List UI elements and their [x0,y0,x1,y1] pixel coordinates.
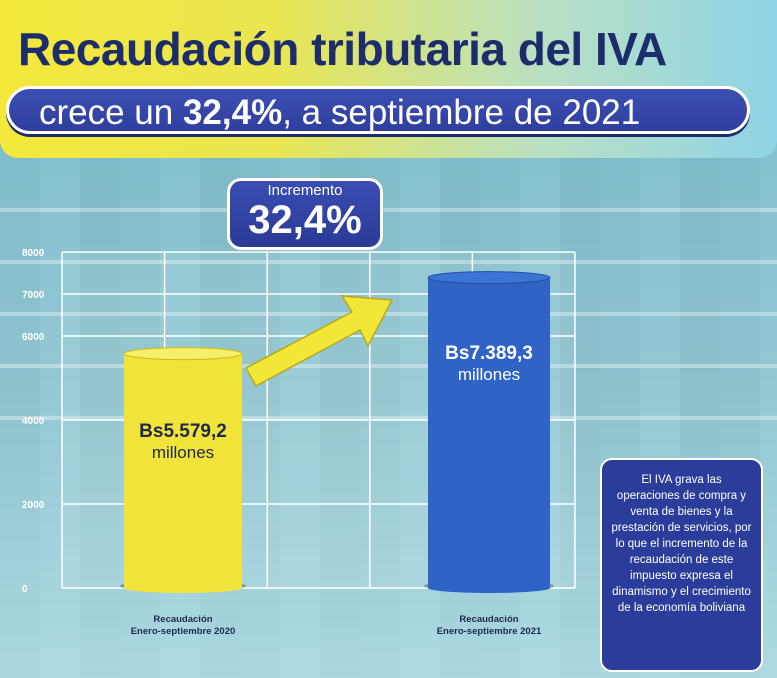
y-tick-label: 8000 [22,248,45,259]
category-label-line: Enero-septiembre 2020 [130,626,236,637]
y-tick-label: 2000 [22,500,45,511]
arrow-shape [244,295,394,388]
subtitle-pre: crece un [39,93,183,132]
bar-top [427,271,551,285]
growth-arrow-icon [244,295,394,388]
page-title: Recaudación tributaria del IVA [18,23,667,75]
bar-base [428,583,550,593]
subtitle-pill: crece un 32,4%, a septiembre de 2021 [6,86,750,134]
category-label-line: Recaudación [153,614,213,625]
increment-badge: Incremento 32,4% [227,178,383,250]
bar-amount: Bs7.389,3 [445,342,533,364]
y-tick-label: 4000 [22,416,45,427]
header-band: Recaudación tributaria del IVA crece un … [0,0,777,158]
bar-value-label: Bs5.579,2 millones [103,421,263,463]
y-axis-ticks: 0 2000 4000 6000 7000 8000 [22,248,45,595]
y-tick-label: 6000 [22,332,45,343]
bar-amount: Bs5.579,2 [139,420,227,442]
category-label-line: Recaudación [459,614,519,625]
bar-base [124,583,242,593]
bar-unit: millones [457,364,521,384]
subtitle-post: , a septiembre de 2021 [282,93,641,132]
bar-unit: millones [151,442,215,462]
bar-0 [124,353,242,588]
increment-value: 32,4% [248,198,362,242]
category-label: Recaudación Enero-septiembre 2021 [414,614,564,638]
increment-label: Incremento [267,182,343,199]
subtitle: crece un 32,4%, a septiembre de 2021 [39,93,640,133]
info-note: El IVA grava las operaciones de compra y… [600,458,763,672]
bar-top [123,347,243,361]
category-label-line: Enero-septiembre 2021 [436,626,542,637]
y-tick-label: 7000 [22,290,45,301]
subtitle-bold: 32,4% [182,93,283,132]
bar-value-label: Bs7.389,3 millones [409,343,569,385]
bar-1 [428,277,550,588]
y-tick-label: 0 [22,584,28,595]
category-label: Recaudación Enero-septiembre 2020 [108,614,258,638]
chart-bars [120,271,554,593]
